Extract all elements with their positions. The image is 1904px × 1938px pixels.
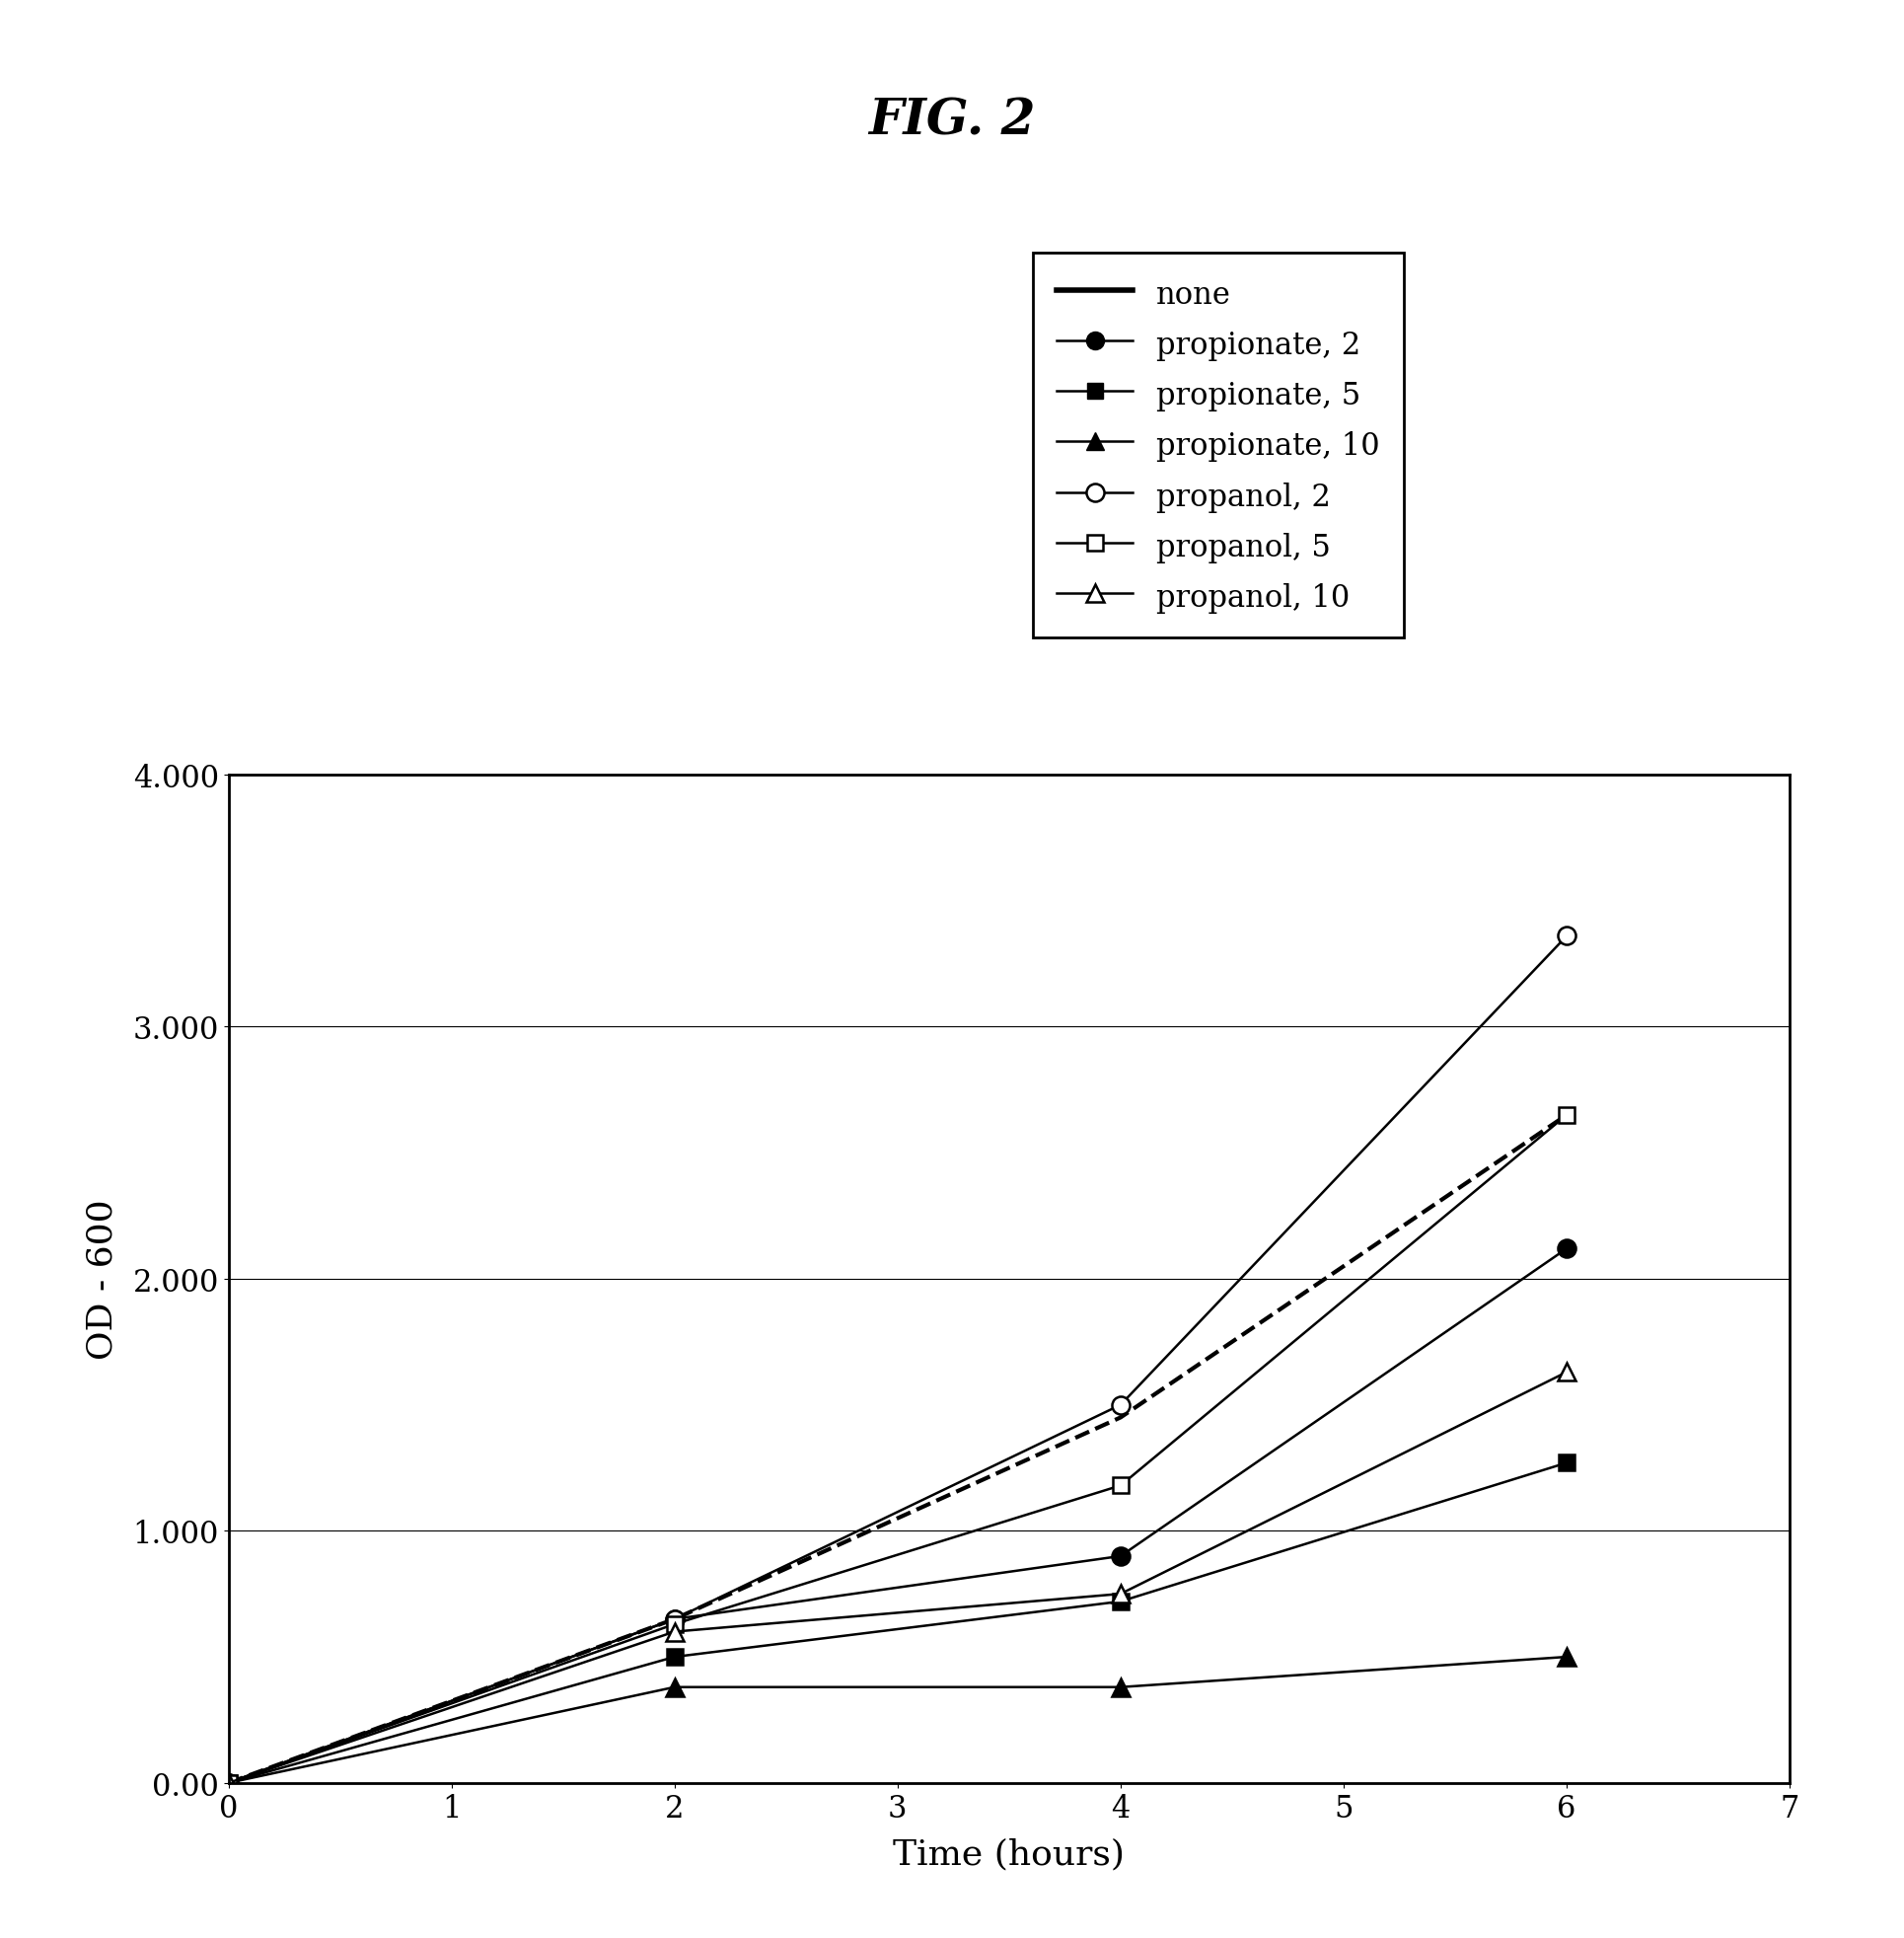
Legend: none, propionate, 2, propionate, 5, propionate, 10, propanol, 2, propanol, 5, pr: none, propionate, 2, propionate, 5, prop…	[1034, 254, 1403, 638]
Y-axis label: OD - 600: OD - 600	[86, 1200, 118, 1359]
X-axis label: Time (hours): Time (hours)	[893, 1837, 1125, 1870]
Text: FIG. 2: FIG. 2	[868, 97, 1036, 145]
